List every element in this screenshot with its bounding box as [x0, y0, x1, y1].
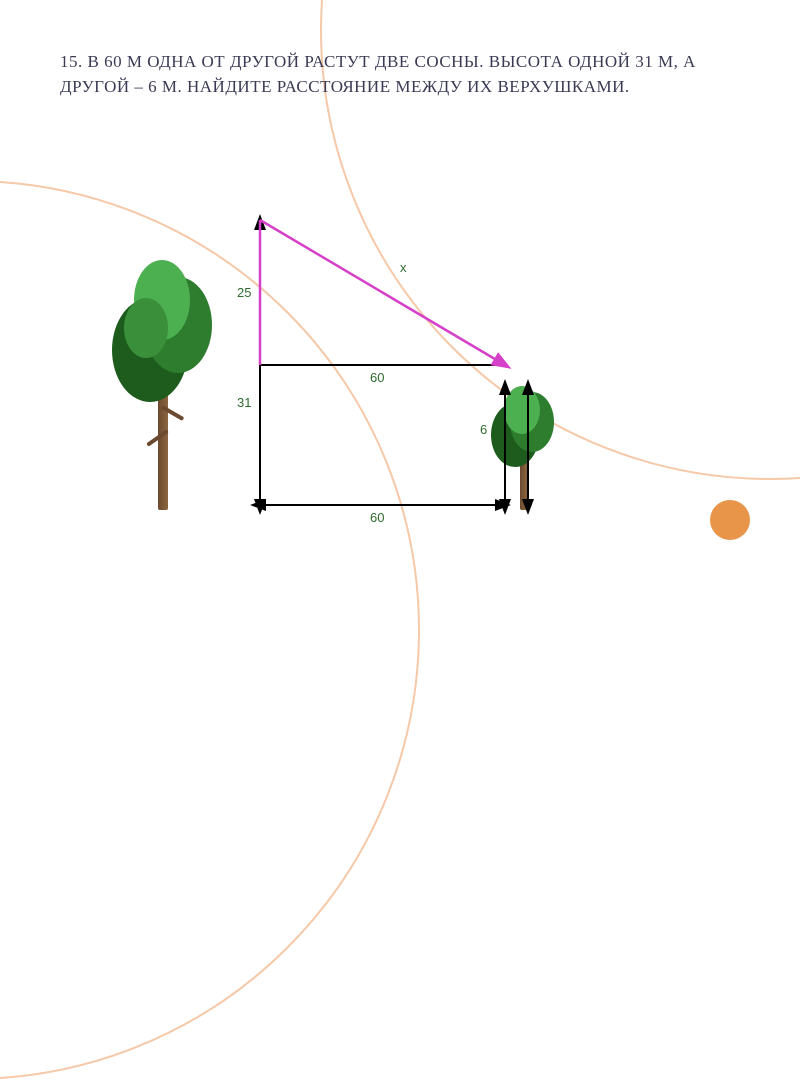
label-25: 25: [237, 285, 251, 300]
label-60-bottom: 60: [370, 510, 384, 525]
label-60-top: 60: [370, 370, 384, 385]
accent-circle: [710, 500, 750, 540]
slide-content: 15. В 60 М ОДНА ОТ ДРУГОЙ РАСТУТ ДВЕ СОС…: [0, 0, 800, 149]
label-6: 6: [480, 422, 487, 437]
geometry-overlay: [100, 200, 620, 540]
label-x: x: [400, 260, 407, 275]
problem-text: 15. В 60 М ОДНА ОТ ДРУГОЙ РАСТУТ ДВЕ СОС…: [60, 50, 740, 99]
label-31: 31: [237, 395, 251, 410]
geometry-diagram: x 25 60 31 6 60: [100, 200, 620, 540]
